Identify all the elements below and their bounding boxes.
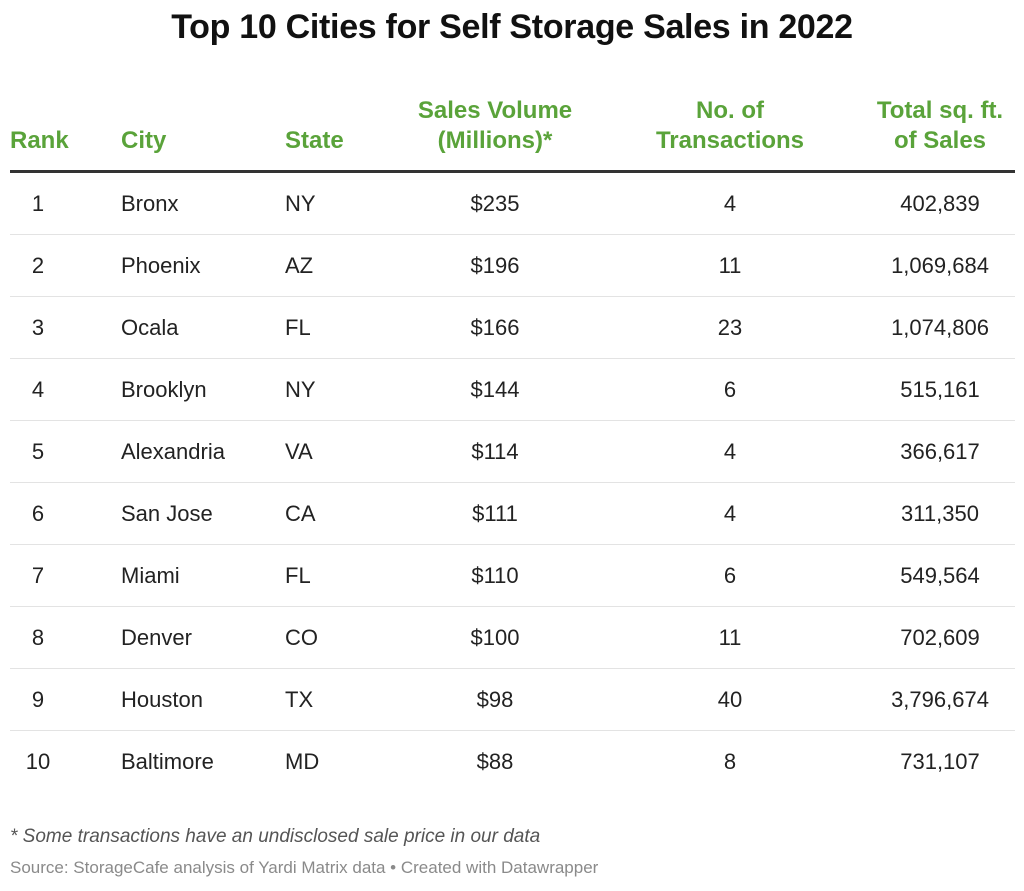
cell-sales-volume: $235 xyxy=(470,190,520,216)
cell-total-sqft: 402,839 xyxy=(900,190,980,216)
table-row: 9 Houston TX $98 40 3,796,674 xyxy=(10,669,1015,731)
table-body: 1 Bronx NY $235 4 402,839 2 Phoenix AZ $196 11 1,06… xyxy=(10,173,1015,792)
column-header-line: (Millions)* xyxy=(437,127,553,154)
cell-state: FL xyxy=(285,562,311,588)
column-header-line: State xyxy=(285,127,344,154)
cell-city: Denver xyxy=(121,624,192,650)
cell-state: CO xyxy=(285,624,318,650)
cell-total-sqft: 1,069,684 xyxy=(891,252,989,278)
cell-transactions: 8 xyxy=(723,748,737,774)
cell-transactions: 4 xyxy=(723,190,737,216)
column-header-line: Transactions xyxy=(655,127,805,154)
cell-sales-volume: $111 xyxy=(472,500,518,526)
cell-transactions: 11 xyxy=(718,252,742,278)
cell-city: Phoenix xyxy=(121,252,201,278)
cell-city: Baltimore xyxy=(121,748,214,774)
cell-total-sqft: 702,609 xyxy=(900,624,980,650)
cell-total-sqft: 549,564 xyxy=(900,562,980,588)
table-row: 5 Alexandria VA $114 4 366,617 xyxy=(10,421,1015,483)
cell-transactions: 23 xyxy=(717,314,743,340)
cell-total-sqft: 3,796,674 xyxy=(891,686,989,712)
cell-city: Miami xyxy=(121,562,180,588)
table-row: 10 Baltimore MD $88 8 731,107 xyxy=(10,731,1015,792)
cell-total-sqft: 311,350 xyxy=(901,500,979,526)
cell-state: NY xyxy=(285,190,316,216)
source-note: Source: StorageCafe analysis of Yardi Ma… xyxy=(10,858,599,877)
column-header-line: Rank xyxy=(10,127,69,154)
cell-state: VA xyxy=(285,438,313,464)
chart-title: Top 10 Cities for Self Storage Sales in … xyxy=(171,8,853,46)
cell-rank: 8 xyxy=(31,624,45,650)
table-header: Rank City State Sales Volume (Millions)* No. … xyxy=(10,94,1015,173)
cell-sales-volume: $196 xyxy=(470,252,520,278)
table-row: 7 Miami FL $110 6 549,564 xyxy=(10,545,1015,607)
cell-rank: 2 xyxy=(31,252,45,278)
cell-rank: 4 xyxy=(31,376,45,402)
footnote: * Some transactions have an undisclosed … xyxy=(10,826,541,847)
cell-transactions: 6 xyxy=(723,562,737,588)
cell-city: San Jose xyxy=(121,500,213,526)
cell-rank: 7 xyxy=(31,562,45,588)
table-row: 3 Ocala FL $166 23 1,074,806 xyxy=(10,297,1015,359)
cell-city: Brooklyn xyxy=(121,376,207,402)
column-header-transactions: No. of Transactions xyxy=(595,96,865,170)
column-header-line: Sales Volume xyxy=(417,97,573,124)
column-header-line: Total sq. ft. xyxy=(876,97,1004,124)
cell-city: Alexandria xyxy=(121,438,225,464)
data-table: Rank City State Sales Volume (Millions)* No. … xyxy=(10,94,1015,792)
cell-total-sqft: 1,074,806 xyxy=(891,314,989,340)
cell-transactions: 40 xyxy=(717,686,743,712)
cell-rank: 5 xyxy=(31,438,45,464)
cell-city: Houston xyxy=(121,686,203,712)
cell-state: CA xyxy=(285,500,316,526)
cell-rank: 6 xyxy=(31,500,45,526)
cell-state: TX xyxy=(285,686,314,712)
cell-total-sqft: 731,107 xyxy=(900,748,980,774)
column-header-state: State xyxy=(285,126,395,170)
cell-state: AZ xyxy=(285,252,314,278)
cell-sales-volume: $88 xyxy=(476,748,514,774)
cell-city: Bronx xyxy=(121,190,179,216)
cell-sales-volume: $166 xyxy=(470,314,520,340)
column-header-sales-volume: Sales Volume (Millions)* xyxy=(395,96,595,170)
column-header-line: of Sales xyxy=(893,127,987,154)
cell-sales-volume: $100 xyxy=(470,624,520,650)
column-header-line: No. of xyxy=(696,97,764,124)
cell-rank: 10 xyxy=(25,748,51,774)
cell-total-sqft: 515,161 xyxy=(900,376,980,402)
table-row: 2 Phoenix AZ $196 11 1,069,684 xyxy=(10,235,1015,297)
cell-rank: 3 xyxy=(31,314,45,340)
cell-state: NY xyxy=(285,376,316,402)
cell-sales-volume: $98 xyxy=(476,686,514,712)
column-header-line: City xyxy=(121,127,167,154)
cell-sales-volume: $114 xyxy=(471,438,519,464)
cell-sales-volume: $144 xyxy=(470,376,520,402)
column-header-total-sqft: Total sq. ft. of Sales xyxy=(865,96,1015,170)
cell-state: FL xyxy=(285,314,311,340)
cell-rank: 1 xyxy=(31,190,45,216)
cell-state: MD xyxy=(285,748,320,774)
cell-transactions: 6 xyxy=(723,376,737,402)
table-row: 1 Bronx NY $235 4 402,839 xyxy=(10,173,1015,235)
cell-transactions: 4 xyxy=(723,500,737,526)
table-row: 6 San Jose CA $111 4 311,350 xyxy=(10,483,1015,545)
table-row: 4 Brooklyn NY $144 6 515,161 xyxy=(10,359,1015,421)
cell-rank: 9 xyxy=(31,686,45,712)
column-header-city: City xyxy=(66,126,285,170)
cell-city: Ocala xyxy=(121,314,179,340)
cell-total-sqft: 366,617 xyxy=(900,438,980,464)
cell-sales-volume: $110 xyxy=(471,562,519,588)
cell-transactions: 11 xyxy=(718,624,742,650)
column-header-rank: Rank xyxy=(10,126,69,170)
cell-transactions: 4 xyxy=(723,438,737,464)
table-row: 8 Denver CO $100 11 702,609 xyxy=(10,607,1015,669)
